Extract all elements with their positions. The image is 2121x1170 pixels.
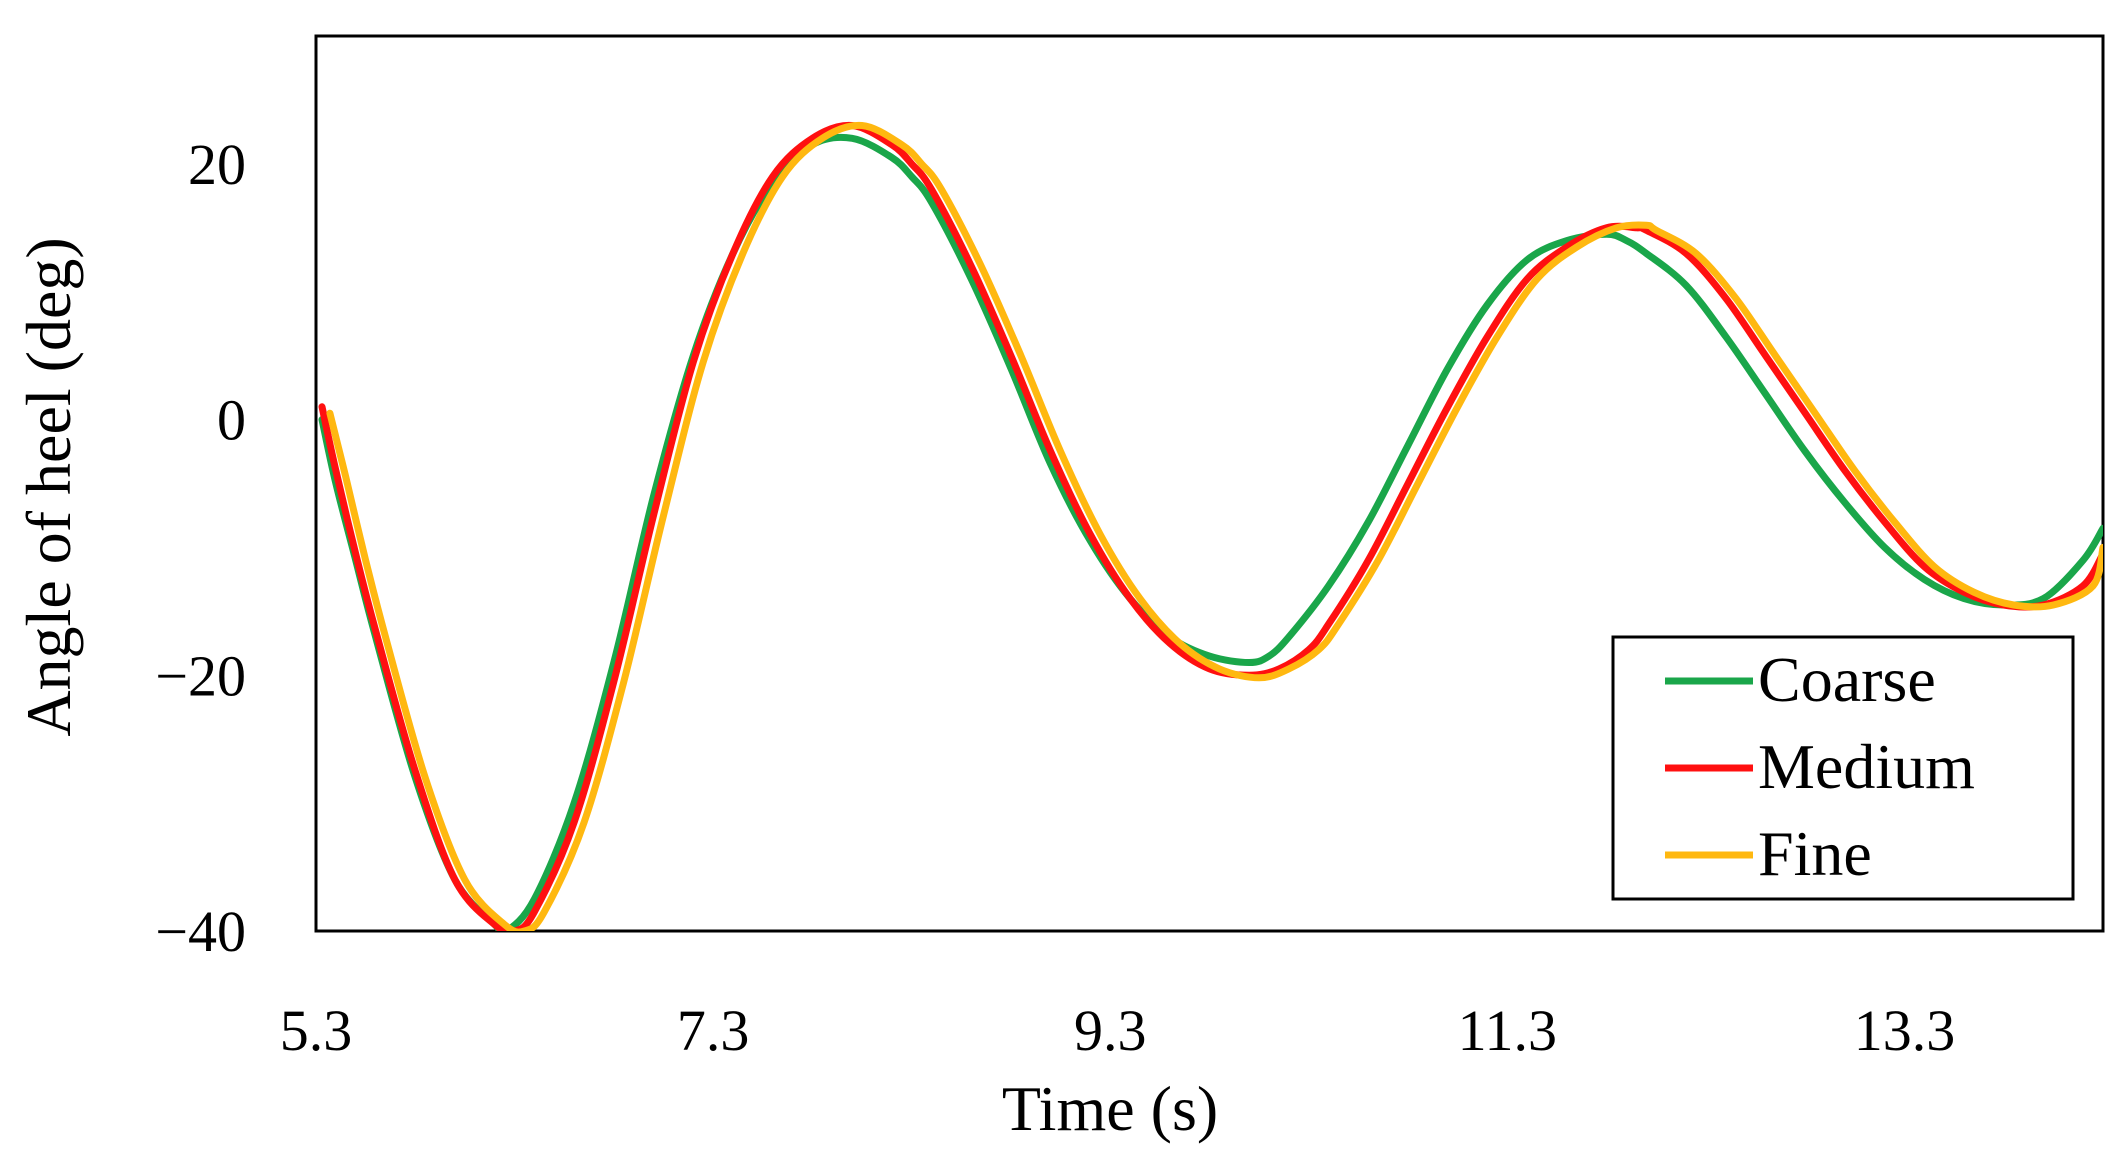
y-axis-label: Angle of heel (deg) — [13, 237, 84, 736]
y-tick-label: −20 — [155, 643, 246, 708]
series-layer — [318, 121, 2103, 931]
x-axis-label: Time (s) — [1002, 1073, 1218, 1144]
plot-area-frame — [314, 34, 2105, 933]
y-tick-label: 0 — [217, 388, 246, 453]
series-line-fine — [326, 121, 2103, 931]
x-tick-label: 9.3 — [1074, 998, 1147, 1063]
legend: Coarse Medium Fine — [1611, 635, 2075, 901]
legend-label-coarse: Coarse — [1758, 644, 1936, 715]
x-tick-label: 5.3 — [280, 998, 353, 1063]
legend-label-fine: Fine — [1758, 818, 1872, 889]
x-tick-label: 7.3 — [677, 998, 750, 1063]
y-axis-ticks: −40 −20 0 20 — [155, 132, 246, 964]
y-tick-label: −40 — [155, 899, 246, 964]
x-axis-ticks: 5.3 7.3 9.3 11.3 13.3 — [280, 998, 1955, 1063]
x-tick-label: 11.3 — [1458, 998, 1557, 1063]
legend-label-medium: Medium — [1758, 731, 1975, 802]
series-line-medium — [318, 121, 2103, 931]
y-tick-label: 20 — [188, 132, 246, 197]
x-tick-label: 13.3 — [1854, 998, 1956, 1063]
